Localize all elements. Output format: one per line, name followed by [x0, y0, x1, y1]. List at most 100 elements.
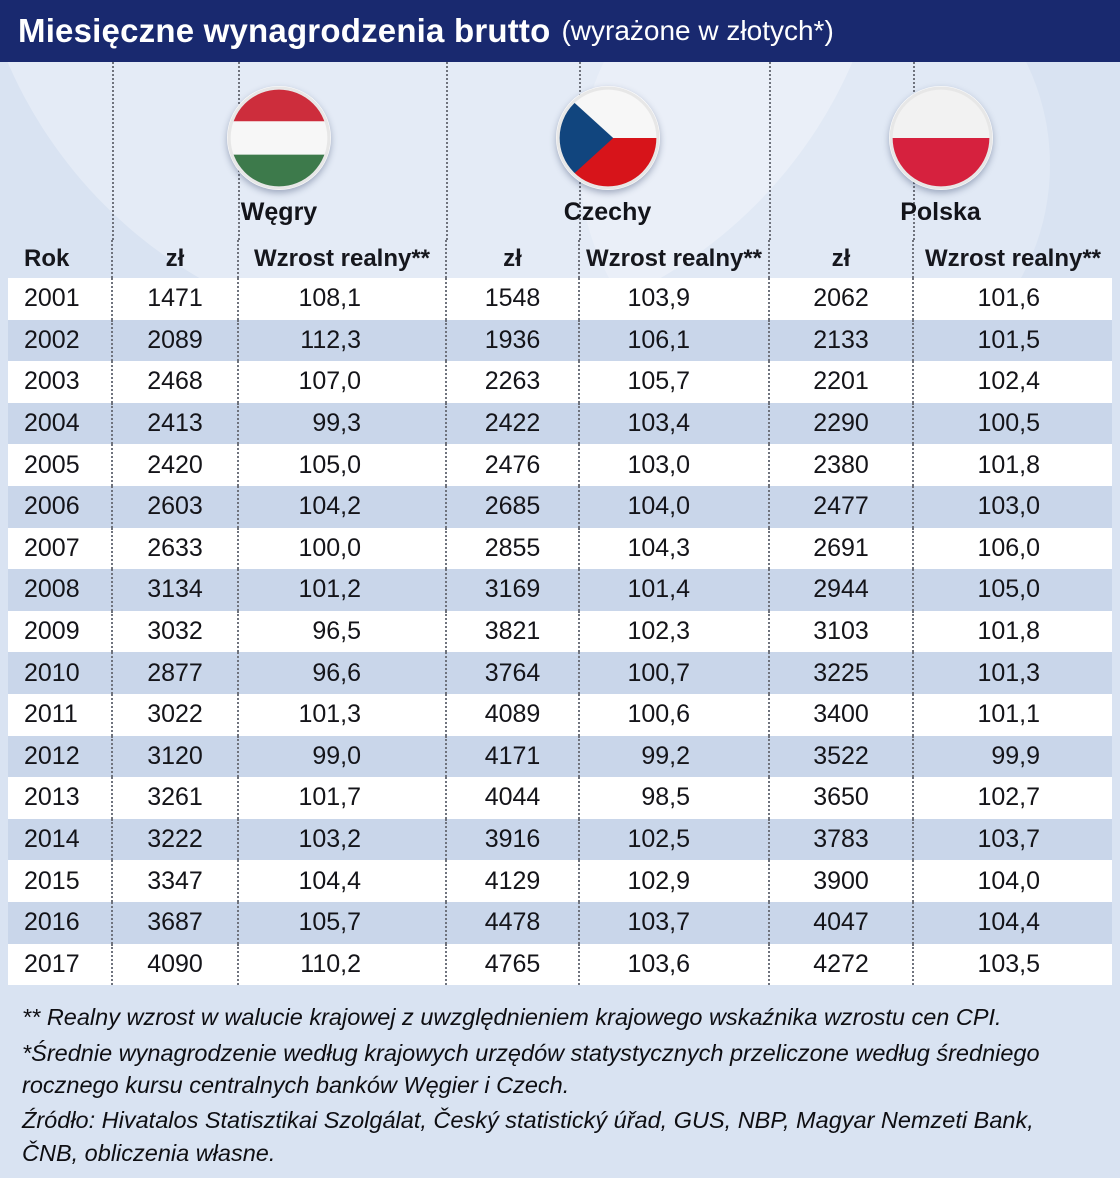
- amount-cell: 2089: [111, 319, 238, 362]
- footnotes: ** Realny wzrost w walucie krajowej z uw…: [22, 1001, 1096, 1169]
- year-cell: 2017: [8, 943, 112, 986]
- amount-cell: 2468: [111, 361, 238, 403]
- amount-cell: 1548: [445, 278, 579, 320]
- growth-cell: 105,0: [237, 444, 446, 486]
- growth-cell: 104,3: [578, 527, 769, 570]
- country-name-hungary: Węgry: [240, 198, 318, 226]
- amount-cell: 3650: [768, 777, 913, 819]
- country-name-poland: Polska: [900, 198, 981, 226]
- growth-cell: 110,2: [237, 943, 446, 986]
- table-row: 2016 3687 105,7 4478 103,7 4047 104,4: [8, 901, 1112, 944]
- amount-cell: 2476: [445, 444, 579, 486]
- year-cell: 2015: [8, 860, 112, 902]
- growth-cell: 101,8: [912, 610, 1112, 653]
- czech-flag-icon: [555, 86, 660, 190]
- growth-cell: 105,0: [912, 569, 1112, 611]
- country-block-poland: Polska: [769, 62, 1112, 227]
- amount-cell: 3134: [111, 569, 238, 611]
- year-cell: 2010: [8, 652, 112, 694]
- growth-cell: 100,5: [912, 402, 1112, 445]
- amount-cell: 2855: [445, 527, 579, 570]
- growth-cell: 107,0: [237, 361, 446, 403]
- table-body: 2001 1471 108,1 1548 103,9 2062 101,6 2002 2089 1…: [8, 278, 1112, 986]
- amount-cell: 2603: [111, 485, 238, 528]
- amount-cell: 2133: [768, 319, 913, 362]
- growth-cell: 105,7: [237, 901, 446, 944]
- amount-cell: 2633: [111, 527, 238, 570]
- amount-cell: 1471: [111, 278, 238, 320]
- dotted-divider: [112, 62, 114, 240]
- growth-cell: 101,4: [578, 569, 769, 611]
- hungary-flag-icon: [227, 86, 331, 190]
- growth-cell: 103,9: [578, 278, 769, 320]
- year-cell: 2008: [8, 569, 112, 611]
- table-row: 2004 2413 99,3 2422 103,4 2290 100,5: [8, 402, 1112, 445]
- growth-cell: 104,0: [912, 860, 1112, 902]
- amount-cell: 3032: [111, 610, 238, 653]
- amount-cell: 3120: [111, 735, 238, 778]
- table-row: 2003 2468 107,0 2263 105,7 2201 102,4: [8, 361, 1112, 403]
- growth-cell: 103,7: [578, 901, 769, 944]
- table-row: 2011 3022 101,3 4089 100,6 3400 101,1: [8, 693, 1112, 736]
- table-row: 2012 3120 99,0 4171 99,2 3522 99,9: [8, 735, 1112, 778]
- growth-cell: 104,2: [237, 485, 446, 528]
- amount-cell: 3900: [768, 860, 913, 902]
- amount-cell: 2477: [768, 485, 913, 528]
- growth-cell: 101,6: [912, 278, 1112, 320]
- growth-cell: 101,3: [237, 693, 446, 736]
- growth-cell: 104,4: [912, 901, 1112, 944]
- year-cell: 2009: [8, 610, 112, 653]
- amount-cell: 2691: [768, 527, 913, 570]
- country-header-area: Węgry Czechy: [0, 62, 1120, 240]
- growth-cell: 102,5: [578, 818, 769, 861]
- amount-cell: 4272: [768, 943, 913, 986]
- amount-cell: 3522: [768, 735, 913, 778]
- table-row: 2010 2877 96,6 3764 100,7 3225 101,3: [8, 652, 1112, 694]
- growth-cell: 101,2: [237, 569, 446, 611]
- amount-cell: 4089: [445, 693, 579, 736]
- header-amount-poland: zł: [768, 240, 913, 278]
- wages-table: Rok zł Wzrost realny** zł Wzrost realny*…: [8, 240, 1112, 986]
- year-cell: 2002: [8, 319, 112, 362]
- poland-flag-icon: [888, 86, 993, 190]
- page-title: Miesięczne wynagrodzenia brutto: [18, 12, 551, 49]
- growth-cell: 101,1: [912, 693, 1112, 736]
- growth-cell: 101,3: [912, 652, 1112, 694]
- amount-cell: 2420: [111, 444, 238, 486]
- growth-cell: 103,2: [237, 818, 446, 861]
- year-cell: 2001: [8, 278, 112, 320]
- amount-cell: 3225: [768, 652, 913, 694]
- year-cell: 2007: [8, 527, 112, 570]
- country-name-czechia: Czechy: [563, 198, 652, 226]
- amount-cell: 2263: [445, 361, 579, 403]
- growth-cell: 104,0: [578, 485, 769, 528]
- growth-cell: 106,1: [578, 319, 769, 362]
- title-bar: Miesięczne wynagrodzenia brutto (wyrażon…: [0, 0, 1120, 62]
- header-year: Rok: [24, 245, 70, 272]
- amount-cell: 2380: [768, 444, 913, 486]
- growth-cell: 101,7: [237, 777, 446, 819]
- growth-cell: 108,1: [237, 278, 446, 320]
- amount-cell: 2944: [768, 569, 913, 611]
- year-cell: 2016: [8, 901, 112, 944]
- header-growth-poland: Wzrost realny**: [912, 240, 1112, 278]
- amount-cell: 3347: [111, 860, 238, 902]
- amount-cell: 4129: [445, 860, 579, 902]
- amount-cell: 3916: [445, 818, 579, 861]
- amount-cell: 4047: [768, 901, 913, 944]
- growth-cell: 102,9: [578, 860, 769, 902]
- growth-cell: 100,7: [578, 652, 769, 694]
- amount-cell: 2201: [768, 361, 913, 403]
- table-row: 2009 3032 96,5 3821 102,3 3103 101,8: [8, 610, 1112, 653]
- year-cell: 2013: [8, 777, 112, 819]
- table-row: 2015 3347 104,4 4129 102,9 3900 104,0: [8, 860, 1112, 902]
- amount-cell: 2877: [111, 652, 238, 694]
- amount-cell: 1936: [445, 319, 579, 362]
- amount-cell: 3103: [768, 610, 913, 653]
- growth-cell: 103,6: [578, 943, 769, 986]
- amount-cell: 3821: [445, 610, 579, 653]
- growth-cell: 105,7: [578, 361, 769, 403]
- growth-cell: 103,7: [912, 818, 1112, 861]
- header-growth-hungary: Wzrost realny**: [237, 240, 446, 278]
